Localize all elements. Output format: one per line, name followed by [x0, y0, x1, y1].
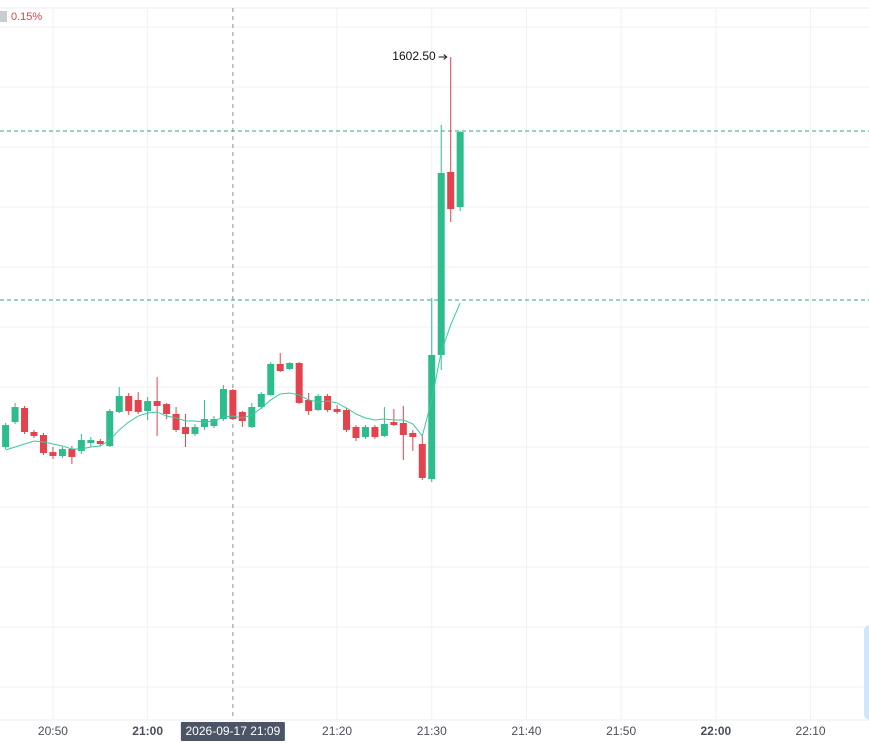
- candle-body: [39, 435, 47, 453]
- candle-body: [219, 389, 227, 420]
- x-tick-label: 21:00: [132, 724, 163, 738]
- candle-body: [428, 354, 436, 480]
- crosshair-label: 2026-09-17 21:09: [186, 724, 281, 738]
- candle-body: [11, 407, 19, 423]
- change-label: 0.15%: [11, 11, 42, 23]
- grid: [0, 8, 869, 720]
- candle-body: [182, 426, 190, 435]
- crosshair-label-box: [180, 722, 285, 741]
- candle-body: [248, 407, 256, 427]
- candle-body: [49, 452, 57, 456]
- candle-body: [371, 426, 379, 438]
- candle-body: [333, 408, 341, 412]
- candle-body: [200, 419, 208, 427]
- legend-icon: [0, 11, 7, 22]
- candle-body: [144, 401, 152, 411]
- candle-body: [305, 399, 313, 411]
- x-tick-label: 21:20: [322, 724, 352, 738]
- x-tick-label: 21:30: [417, 724, 447, 738]
- x-tick-label: 21:50: [606, 724, 636, 738]
- high-label-arrowhead: [443, 54, 448, 60]
- candle-body: [229, 390, 237, 420]
- x-axis: 20:50 21:00 21:20 21:30 21:40 21:50 22:00 22:10…: [38, 722, 826, 741]
- candle-body: [30, 432, 38, 436]
- candle-body: [418, 444, 426, 478]
- candle-body: [295, 363, 303, 403]
- candle-body: [447, 171, 455, 210]
- candle-body: [191, 426, 199, 435]
- x-tick-label: 20:50: [38, 724, 68, 738]
- candle-body: [134, 399, 142, 412]
- candle-body: [399, 423, 407, 435]
- x-tick-label: 22:00: [700, 724, 731, 738]
- candle-body: [106, 411, 114, 447]
- x-tick-label: 22:10: [796, 724, 826, 738]
- candle-body: [87, 440, 95, 444]
- candle-body: [96, 441, 104, 444]
- candle-body: [2, 425, 10, 447]
- candle-body: [172, 414, 180, 430]
- candle-body: [21, 408, 29, 432]
- candle-body: [409, 432, 417, 438]
- x-tick-label: 21:40: [511, 724, 541, 738]
- candle-body: [324, 396, 332, 411]
- candle-body: [361, 426, 369, 438]
- candle-body: [343, 410, 351, 430]
- candle-body: [210, 419, 218, 426]
- candle-body: [115, 396, 123, 412]
- candle-body: [163, 404, 171, 414]
- candle-body: [77, 440, 85, 451]
- candle-body: [276, 363, 284, 372]
- plot: 1602.50: [0, 8, 869, 720]
- high-label: 1602.50: [392, 49, 436, 63]
- candle-body: [125, 396, 133, 411]
- candle-body: [267, 363, 275, 396]
- candle-body: [437, 173, 445, 355]
- moving-average: [5, 302, 461, 451]
- candle-body: [238, 411, 246, 421]
- candle-body: [314, 396, 322, 411]
- candle-body: [257, 393, 265, 408]
- candle-body: [456, 132, 464, 207]
- candle-body: [380, 423, 388, 436]
- candle-body: [286, 363, 294, 369]
- candle-body: [390, 422, 398, 426]
- candle-body: [68, 449, 76, 457]
- candle-body: [58, 449, 66, 456]
- candle-body: [153, 401, 161, 406]
- side-widget: [864, 625, 869, 720]
- candle-body: [352, 426, 360, 438]
